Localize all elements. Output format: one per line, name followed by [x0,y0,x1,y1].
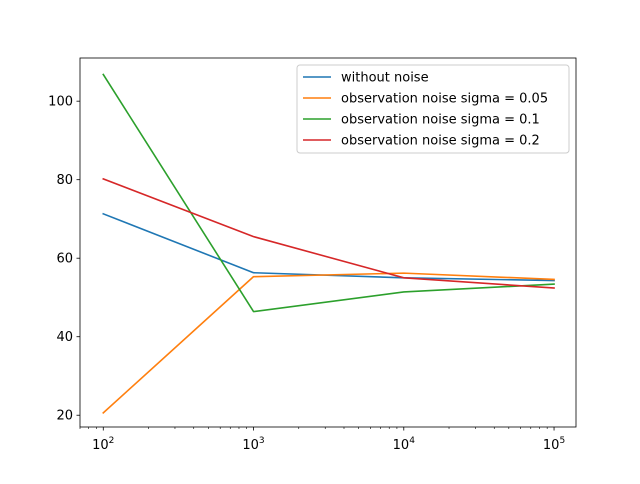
series-line-3 [102,73,555,313]
x-tick-label: 102 [92,436,114,453]
legend-label-2: observation noise sigma = 0.05 [341,92,548,107]
x-tick-label-exponent: 4 [409,436,415,446]
axes-frame [79,57,577,428]
x-tick-label: 105 [543,436,565,453]
x-tick-label-exponent: 2 [109,436,115,446]
x-tick-label-exponent: 5 [559,436,565,446]
series-layer [102,73,555,415]
y-tick-label: 40 [56,330,73,345]
x-tick-label-exponent: 3 [259,436,265,446]
x-tick-label-base: 10 [92,438,109,453]
legend-label-3: observation noise sigma = 0.1 [341,113,540,128]
series-line-4 [102,177,555,289]
y-tick-label: 100 [48,95,73,110]
x-tick-label-base: 10 [393,438,410,453]
y-tick-label: 60 [56,252,73,267]
legend-box [296,64,570,154]
x-tick-label-base: 10 [242,438,259,453]
series-line-2 [102,272,555,415]
legend: without noise observation noise sigma = 0… [296,64,570,154]
x-tick-label-base: 10 [543,438,560,453]
x-tick-label: 104 [393,436,416,453]
y-tick-label: 80 [56,173,73,188]
legend-label-4: observation noise sigma = 0.2 [341,134,540,149]
y-tick-label: 20 [56,409,73,424]
legend-label-1: without noise [341,71,429,86]
x-tick-label: 103 [242,436,264,453]
